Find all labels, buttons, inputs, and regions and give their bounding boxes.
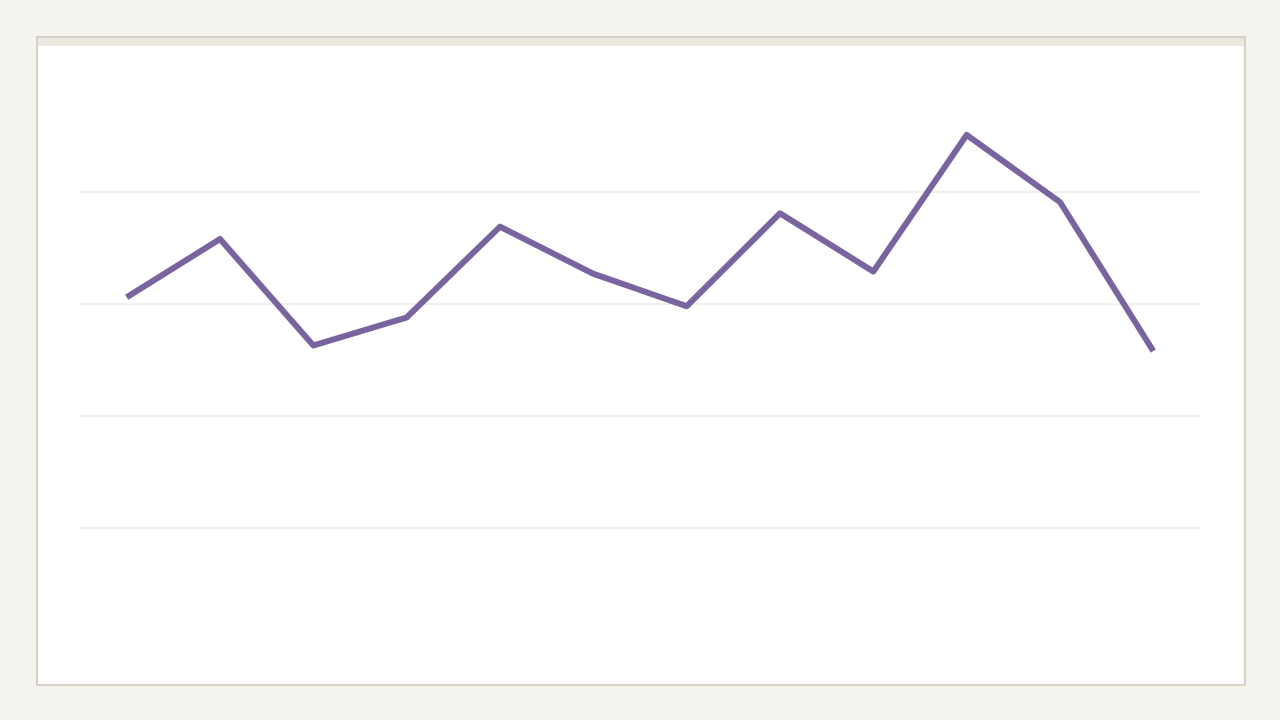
chart-card <box>36 36 1246 686</box>
card-header-strip <box>38 38 1244 46</box>
line-series <box>125 131 1156 353</box>
